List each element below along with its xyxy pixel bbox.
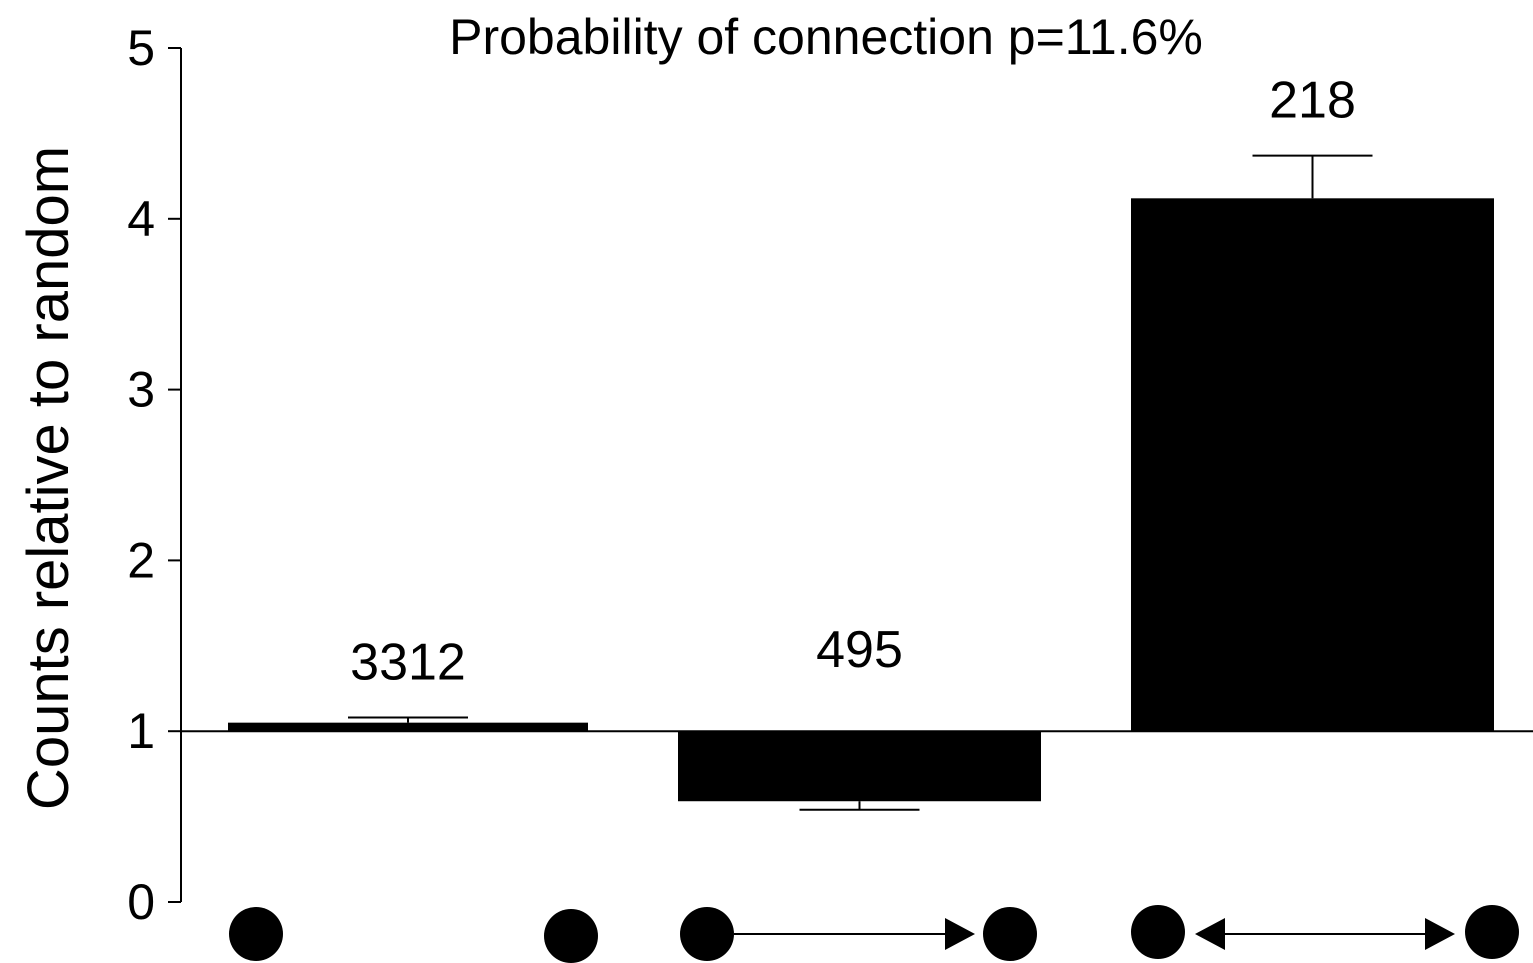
chart-title: Probability of connection p=11.6% (449, 9, 1203, 65)
arrowhead-right-icon (1425, 918, 1455, 950)
arrowhead-right-icon (945, 918, 975, 950)
y-tick-label: 0 (127, 874, 155, 930)
y-tick-label: 5 (127, 20, 155, 76)
bars: 3312 495 218 (228, 72, 1494, 811)
node-icon (1131, 905, 1185, 959)
y-tick-label: 3 (127, 362, 155, 418)
bar (1131, 198, 1494, 732)
y-tick-label: 4 (127, 191, 155, 247)
bar (228, 722, 588, 732)
node-icon (1465, 905, 1519, 959)
node-icon (983, 907, 1037, 961)
node-icon (229, 907, 283, 961)
node-icon (544, 909, 598, 963)
y-axis-label: Counts relative to random (16, 146, 81, 810)
category-icons (229, 905, 1519, 963)
data-label: 495 (816, 621, 903, 679)
y-tick-label: 1 (127, 703, 155, 759)
arrowhead-left-icon (1195, 918, 1225, 950)
data-label: 3312 (350, 634, 466, 692)
y-tick-label: 2 (127, 532, 155, 588)
node-icon (680, 907, 734, 961)
bar (678, 731, 1041, 802)
data-label: 218 (1269, 72, 1356, 130)
